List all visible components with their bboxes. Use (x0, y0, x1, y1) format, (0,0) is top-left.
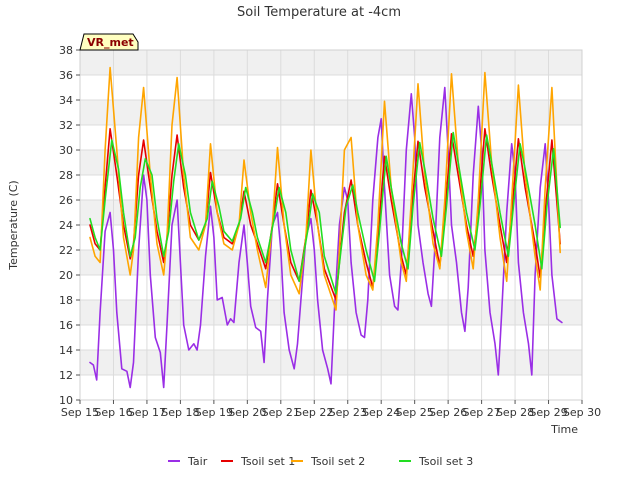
legend-label: Tsoil set 2 (310, 455, 365, 468)
y-tick-label: 10 (59, 394, 73, 407)
x-tick-label: Sep 23 (329, 406, 367, 419)
series-line-tsoil-set-2 (89, 66, 562, 311)
y-tick-label: 16 (59, 319, 73, 332)
background-band (80, 50, 582, 75)
y-tick-label: 24 (59, 219, 73, 232)
legend-label: Tair (187, 455, 208, 468)
y-tick-label: 22 (59, 244, 73, 257)
y-tick-label: 12 (59, 369, 73, 382)
series-lines (89, 66, 563, 389)
legend: Tair Tsoil set 1 Tsoil set 2 Tsoil set 3 (168, 455, 473, 468)
station-badge-shape (79, 33, 139, 51)
legend-label: Tsoil set 3 (418, 455, 473, 468)
legend-label: Tsoil set 1 (240, 455, 295, 468)
y-tick-label: 14 (59, 344, 73, 357)
x-tick-label: Sep 21 (262, 406, 300, 419)
y-tick-label: 36 (59, 69, 73, 82)
y-tick-label: 38 (59, 44, 73, 57)
x-tick-label: Sep 17 (128, 406, 166, 419)
x-tick-label: Sep 29 (529, 406, 567, 419)
x-tick-label: Sep 16 (94, 406, 132, 419)
x-tick-label: Sep 22 (295, 406, 333, 419)
x-tick-label: Sep 25 (396, 406, 434, 419)
background-band (80, 175, 582, 200)
x-tick-label: Sep 27 (462, 406, 500, 419)
y-tick-label: 32 (59, 119, 73, 132)
y-axis: 10 12 14 16 18 20 22 24 26 28 30 32 34 36 38 (59, 44, 80, 407)
x-tick-label: Sep 18 (161, 406, 199, 419)
y-tick-label: 30 (59, 144, 73, 157)
x-tick-label: Sep 19 (195, 406, 233, 419)
background-band (80, 300, 582, 325)
chart-title: Soil Temperature at -4cm (237, 5, 401, 20)
x-tick-label: Sep 15 (61, 406, 99, 419)
y-tick-label: 34 (59, 94, 73, 107)
x-tick-label: Sep 26 (429, 406, 467, 419)
x-axis-label: Time (550, 423, 578, 436)
y-tick-label: 18 (59, 294, 73, 307)
background-band (80, 125, 582, 150)
y-tick-label: 20 (59, 269, 73, 282)
series-line-tsoil-set-3 (89, 131, 562, 295)
y-tick-label: 28 (59, 169, 73, 182)
station-badge: VR_met (79, 33, 139, 51)
x-tick-label: Sep 28 (496, 406, 534, 419)
background-band (80, 75, 582, 100)
x-tick-label: Sep 24 (362, 406, 400, 419)
background-band (80, 325, 582, 350)
x-tick-label: Sep 20 (228, 406, 266, 419)
background-band (80, 150, 582, 175)
x-tick-label: Sep 30 (563, 406, 601, 419)
y-tick-label: 26 (59, 194, 73, 207)
y-axis-label: Temperature (C) (7, 180, 20, 270)
background-band (80, 100, 582, 125)
station-label: VR_met (87, 36, 134, 49)
